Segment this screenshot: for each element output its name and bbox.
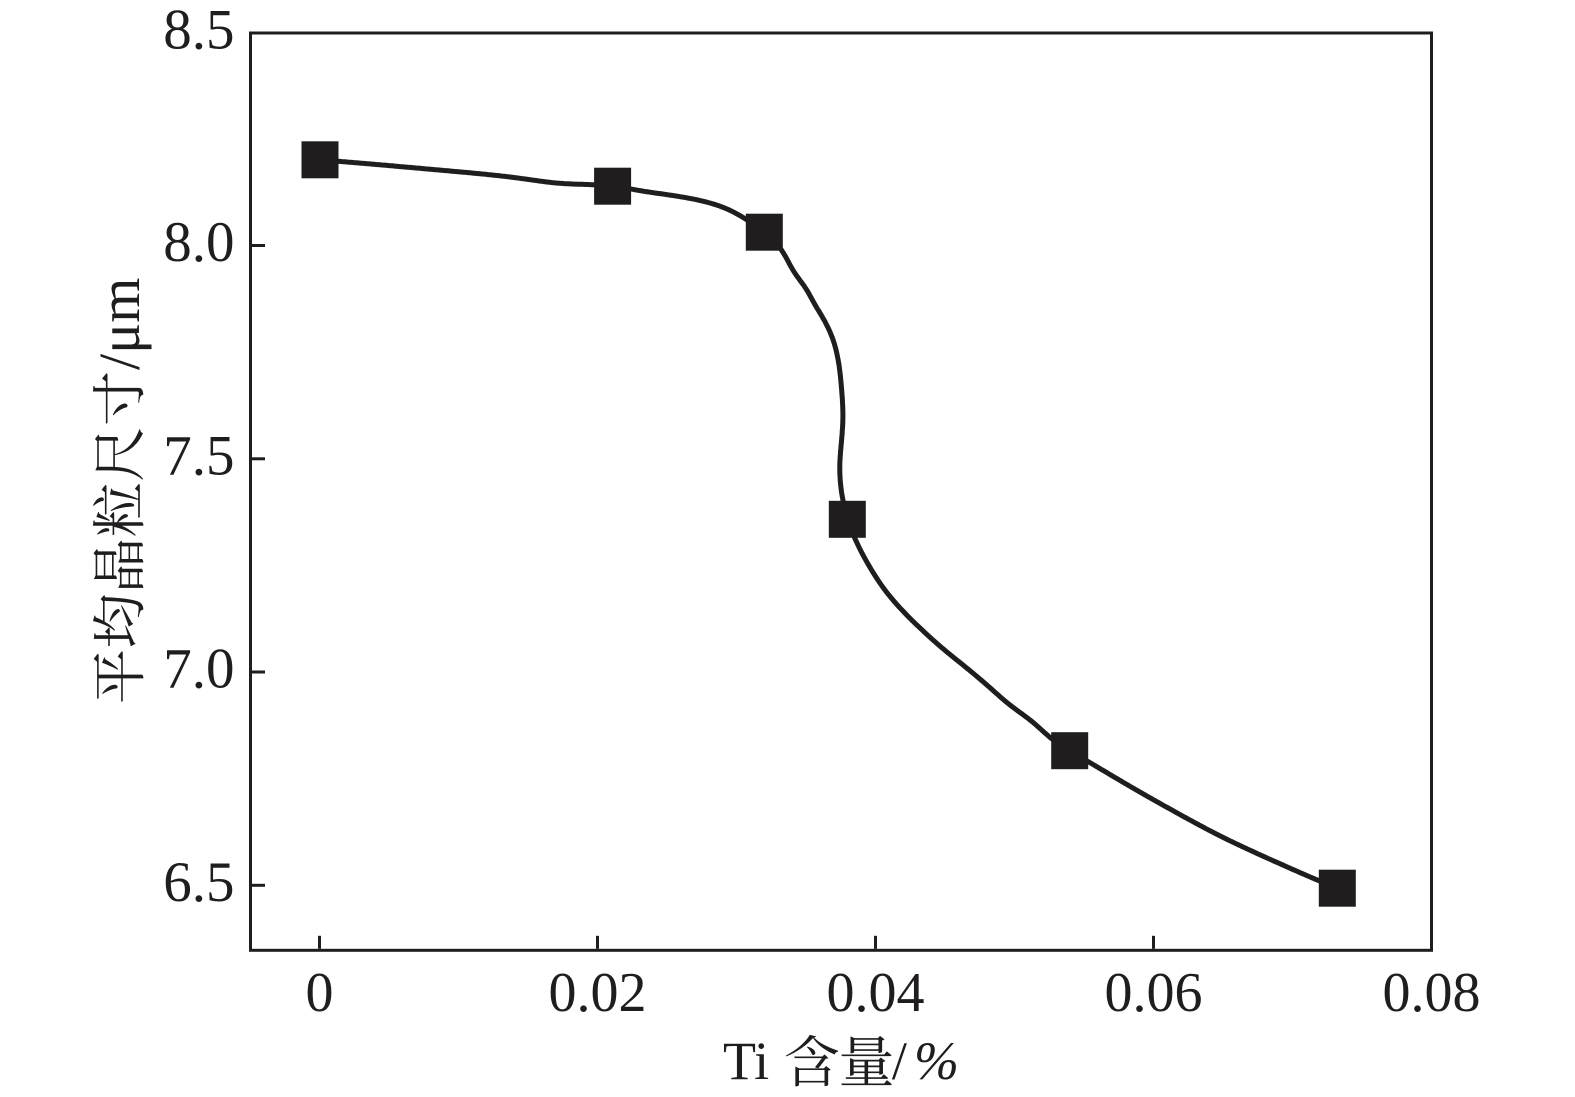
svg-text:0.04: 0.04 (827, 962, 925, 1024)
svg-text:0: 0 (306, 962, 334, 1024)
svg-text:8.0: 8.0 (163, 211, 234, 274)
svg-text:/μm: /μm (87, 278, 152, 370)
svg-text:7.5: 7.5 (163, 424, 234, 487)
svg-text:0.06: 0.06 (1105, 962, 1203, 1024)
svg-text:8.5: 8.5 (163, 0, 234, 62)
svg-text:0.02: 0.02 (549, 962, 647, 1024)
svg-text:7.0: 7.0 (163, 638, 234, 701)
svg-text:0.08: 0.08 (1383, 962, 1481, 1024)
svg-text:Ti: Ti (723, 1031, 769, 1091)
svg-text:6.5: 6.5 (163, 851, 234, 914)
svg-text:%: % (914, 1031, 959, 1091)
svg-text:/: / (892, 1031, 907, 1091)
